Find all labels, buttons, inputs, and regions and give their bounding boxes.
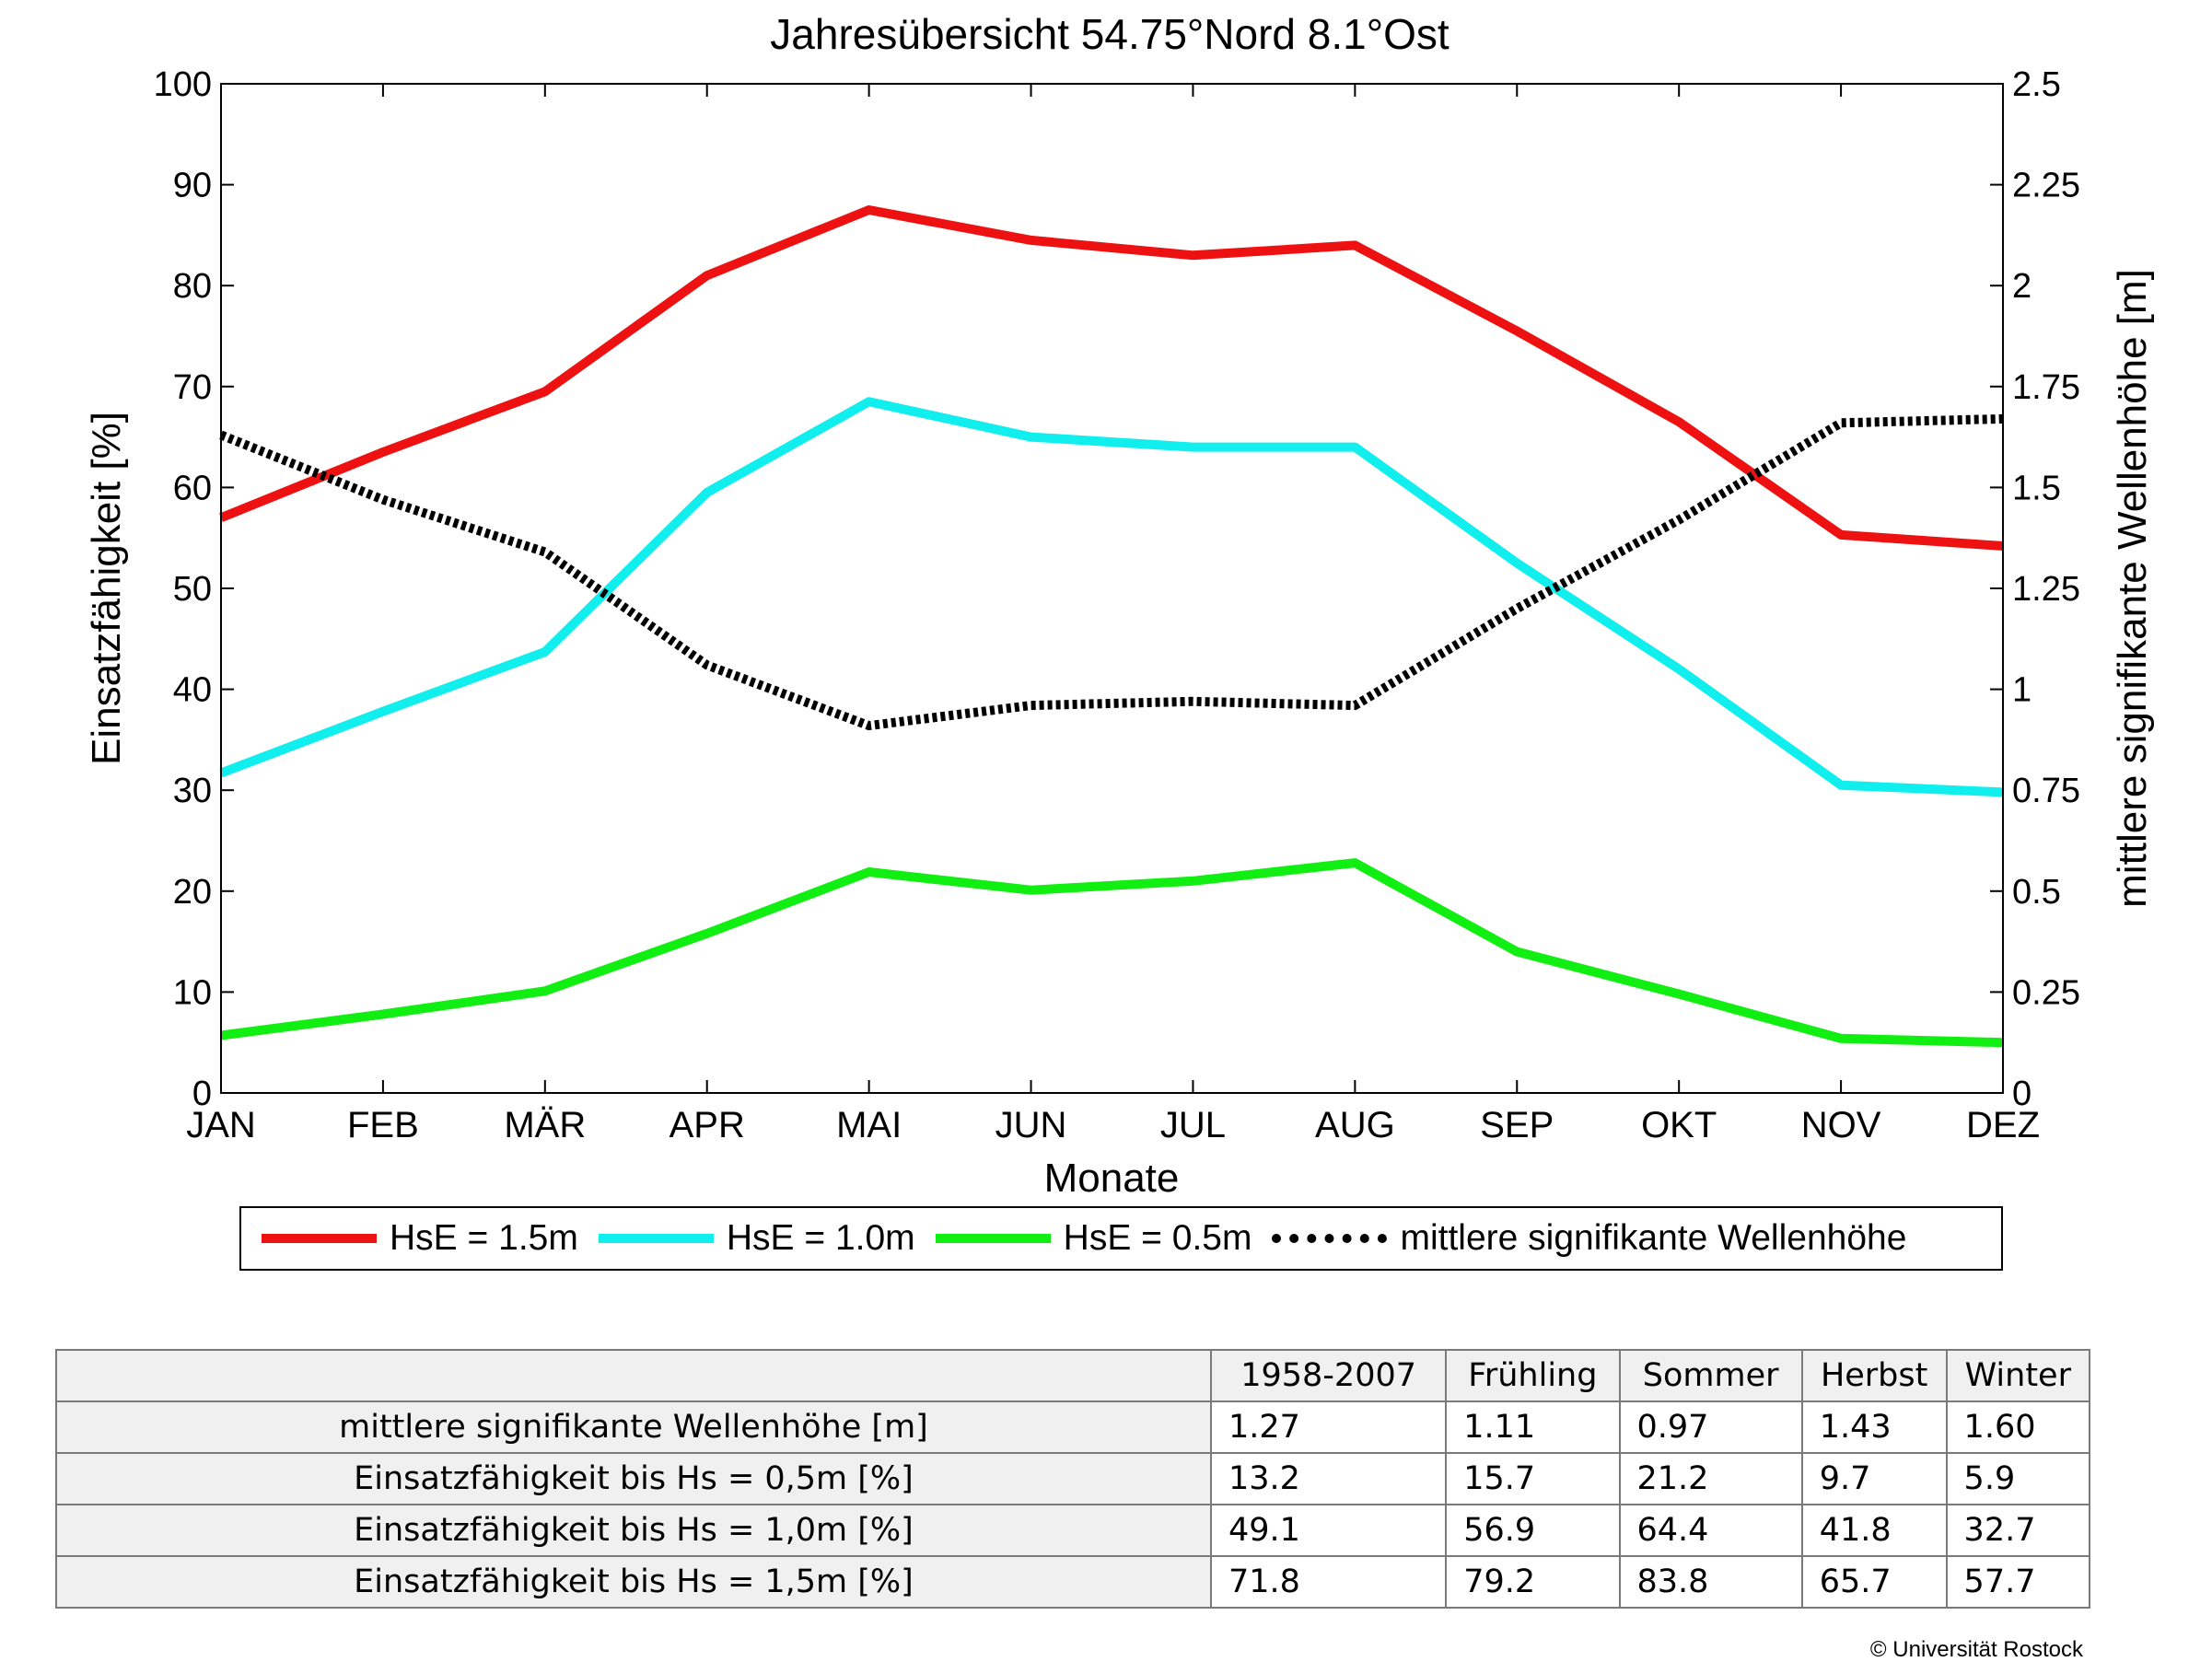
table-cell: 65.7 — [1800, 1555, 1948, 1609]
y-tick-label-right: 1 — [2012, 671, 2032, 710]
table-row-label: Einsatzfähigkeit bis Hs = 1,0m [%] — [55, 1504, 1212, 1557]
chart-title: Jahresübersicht 54.75°Nord 8.1°Ost — [770, 10, 1449, 58]
x-tick-label: NOV — [1801, 1105, 1881, 1145]
table-header-cell: 1958-2007 — [1209, 1349, 1448, 1402]
y-tick-label-left: 80 — [173, 267, 212, 306]
legend-item-wave-height: mittlere signifikante Wellenhöhe — [1272, 1218, 1906, 1259]
y-axis-label-right: mittlere signifikante Wellenhöhe [m] — [2110, 269, 2155, 908]
legend: HsE = 1.5m HsE = 1.0m HsE = 0.5m mittler… — [239, 1206, 2003, 1271]
y-tick-label-left: 10 — [173, 973, 212, 1012]
series-line-2 — [220, 858, 2004, 1048]
legend-swatch-green — [935, 1234, 1051, 1243]
table-cell: 1.11 — [1445, 1400, 1621, 1454]
table-cell: 32.7 — [1945, 1504, 2091, 1557]
table-cell: 1.60 — [1945, 1400, 2091, 1454]
table-cell: 79.2 — [1445, 1555, 1621, 1609]
legend-item-hse-1-0: HsE = 1.0m — [598, 1218, 915, 1259]
table-header-row: 1958-2007 Frühling Sommer Herbst Winter — [55, 1349, 2091, 1402]
table-header-cell: Sommer — [1618, 1349, 1803, 1402]
y-tick-label-right: 0.75 — [2012, 772, 2080, 810]
x-tick-label: SEP — [1480, 1105, 1554, 1145]
legend-label: mittlere signifikante Wellenhöhe — [1400, 1218, 1907, 1258]
table-cell: 49.1 — [1209, 1504, 1448, 1557]
x-tick-label: MÄR — [504, 1105, 586, 1145]
table-header-cell: Winter — [1945, 1349, 2091, 1402]
y-axis-label-left: Einsatzfähigkeit [%] — [84, 412, 129, 765]
table-header-cell: Frühling — [1445, 1349, 1621, 1402]
series-line-1 — [219, 397, 2004, 797]
table-row: Einsatzfähigkeit bis Hs = 1,5m [%] 71.8 … — [55, 1555, 2091, 1609]
legend-swatch-dotted-black — [1272, 1234, 1388, 1243]
ticks-layer: JAN FEB MÄR APR MAI JUN JUL AUG SEP OKT NOV DEZ0102… — [154, 65, 2080, 1145]
table-cell: 56.9 — [1445, 1504, 1621, 1557]
y-tick-label-right: 0.25 — [2012, 973, 2080, 1012]
y-tick-label-right: 1.5 — [2012, 469, 2061, 507]
y-tick-label-right: 2.5 — [2012, 65, 2061, 104]
legend-label: HsE = 0.5m — [1063, 1218, 1252, 1258]
table-cell: 57.7 — [1945, 1555, 2091, 1609]
y-tick-label-left: 70 — [173, 368, 212, 407]
series-line-3 — [219, 413, 2004, 731]
y-tick-label-left: 90 — [173, 167, 212, 205]
x-tick-label: JAN — [186, 1105, 256, 1145]
x-tick-label: DEZ — [1966, 1105, 2040, 1145]
table-row: Einsatzfähigkeit bis Hs = 1,0m [%] 49.1 … — [55, 1504, 2091, 1557]
y-tick-label-left: 50 — [173, 570, 212, 609]
table-row-label: Einsatzfähigkeit bis Hs = 1,5m [%] — [55, 1555, 1212, 1609]
x-tick-label: APR — [669, 1105, 745, 1145]
y-tick-label-left: 100 — [154, 65, 212, 104]
table-row-label: mittlere signifikante Wellenhöhe [m] — [55, 1400, 1212, 1454]
legend-item-hse-1-5: HsE = 1.5m — [262, 1218, 578, 1259]
table-cell: 83.8 — [1618, 1555, 1803, 1609]
y-tick-label-left: 0 — [192, 1075, 212, 1113]
table-corner-cell — [55, 1349, 1212, 1402]
x-tick-label: OKT — [1641, 1105, 1717, 1145]
plot-frame — [220, 83, 2004, 1094]
table-cell: 1.27 — [1209, 1400, 1448, 1454]
y-tick-label-right: 1.75 — [2012, 368, 2080, 407]
summary-table: 1958-2007 Frühling Sommer Herbst Winter … — [55, 1349, 2091, 1609]
y-tick-label-right: 0.5 — [2012, 873, 2061, 912]
legend-label: HsE = 1.5m — [390, 1218, 578, 1258]
table-cell: 9.7 — [1800, 1452, 1948, 1505]
table-cell: 13.2 — [1209, 1452, 1448, 1505]
table-cell: 0.97 — [1618, 1400, 1803, 1454]
y-tick-label-left: 60 — [173, 469, 212, 507]
y-tick-label-right: 2 — [2012, 267, 2032, 306]
y-tick-label-right: 1.25 — [2012, 570, 2080, 609]
table-cell: 15.7 — [1445, 1452, 1621, 1505]
table-cell: 5.9 — [1945, 1452, 2091, 1505]
copyright-note: © Universität Rostock — [1869, 1637, 2083, 1662]
x-tick-label: MAI — [836, 1105, 902, 1145]
x-tick-label: JUL — [1160, 1105, 1226, 1145]
legend-swatch-cyan — [598, 1234, 714, 1243]
x-axis-label: Monate — [1044, 1156, 1180, 1201]
table-row: Einsatzfähigkeit bis Hs = 0,5m [%] 13.2 … — [55, 1452, 2091, 1505]
x-tick-label: JUN — [995, 1105, 1067, 1145]
table-cell: 21.2 — [1618, 1452, 1803, 1505]
y-tick-label-left: 20 — [173, 873, 212, 912]
legend-item-hse-0-5: HsE = 0.5m — [935, 1218, 1252, 1259]
legend-label: HsE = 1.0m — [726, 1218, 915, 1258]
table-cell: 64.4 — [1618, 1504, 1803, 1557]
x-tick-label: AUG — [1315, 1105, 1395, 1145]
table-header-cell: Herbst — [1800, 1349, 1948, 1402]
table-row: mittlere signifikante Wellenhöhe [m] 1.2… — [55, 1400, 2091, 1454]
table-cell: 1.43 — [1800, 1400, 1948, 1454]
series-layer — [219, 205, 2004, 1048]
legend-swatch-red — [262, 1234, 377, 1243]
table-row-label: Einsatzfähigkeit bis Hs = 0,5m [%] — [55, 1452, 1212, 1505]
y-tick-label-right: 2.25 — [2012, 167, 2080, 205]
table-cell: 71.8 — [1209, 1555, 1448, 1609]
y-tick-label-right: 0 — [2012, 1075, 2032, 1113]
y-tick-label-left: 40 — [173, 671, 212, 710]
x-tick-label: FEB — [347, 1105, 419, 1145]
series-line-0 — [219, 205, 2004, 551]
table-cell: 41.8 — [1800, 1504, 1948, 1557]
y-tick-label-left: 30 — [173, 772, 212, 810]
